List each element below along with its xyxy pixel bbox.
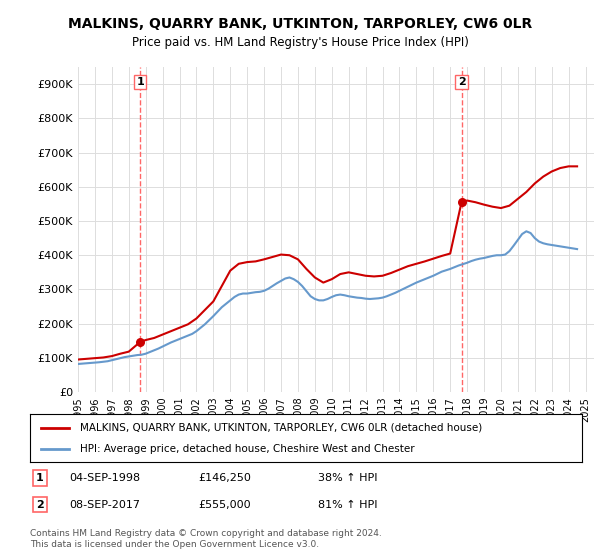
Point bbox=[457, 198, 466, 207]
Text: £555,000: £555,000 bbox=[198, 500, 251, 510]
Text: MALKINS, QUARRY BANK, UTKINTON, TARPORLEY, CW6 0LR: MALKINS, QUARRY BANK, UTKINTON, TARPORLE… bbox=[68, 17, 532, 31]
Text: 08-SEP-2017: 08-SEP-2017 bbox=[69, 500, 140, 510]
Text: 04-SEP-1998: 04-SEP-1998 bbox=[69, 473, 140, 483]
Point bbox=[135, 338, 145, 347]
Text: 2: 2 bbox=[458, 77, 466, 87]
Text: £146,250: £146,250 bbox=[198, 473, 251, 483]
Text: 1: 1 bbox=[36, 473, 44, 483]
Text: Contains HM Land Registry data © Crown copyright and database right 2024.
This d: Contains HM Land Registry data © Crown c… bbox=[30, 529, 382, 549]
Text: 1: 1 bbox=[136, 77, 144, 87]
Text: Price paid vs. HM Land Registry's House Price Index (HPI): Price paid vs. HM Land Registry's House … bbox=[131, 36, 469, 49]
Text: HPI: Average price, detached house, Cheshire West and Chester: HPI: Average price, detached house, Ches… bbox=[80, 444, 415, 454]
Text: 2: 2 bbox=[36, 500, 44, 510]
Text: 81% ↑ HPI: 81% ↑ HPI bbox=[318, 500, 377, 510]
Text: MALKINS, QUARRY BANK, UTKINTON, TARPORLEY, CW6 0LR (detached house): MALKINS, QUARRY BANK, UTKINTON, TARPORLE… bbox=[80, 423, 482, 433]
Text: 38% ↑ HPI: 38% ↑ HPI bbox=[318, 473, 377, 483]
